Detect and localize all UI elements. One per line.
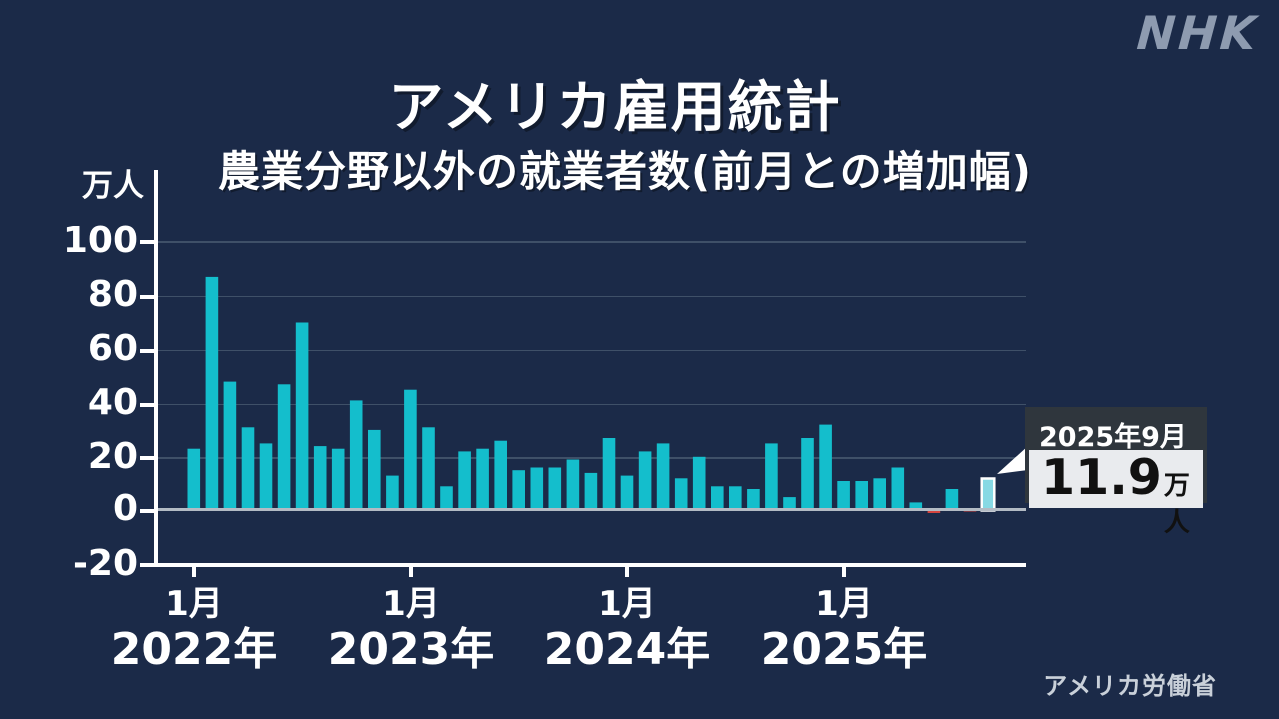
- x-label-month: 1月: [815, 584, 873, 624]
- bar-2025-02: [855, 481, 868, 511]
- bar-2023-02: [422, 427, 435, 511]
- bar-2022-11: [368, 429, 381, 511]
- bar-2023-08: [530, 467, 544, 511]
- bar-2024-01: [620, 475, 634, 511]
- bar-2023-12: [602, 438, 616, 511]
- bar-2023-10: [566, 459, 580, 511]
- bar-2025-06: [927, 509, 941, 513]
- gridline-40: [158, 403, 1026, 405]
- y-label-40: 40: [87, 382, 138, 423]
- bar-2022-05: [259, 443, 273, 511]
- bar-2024-10: [783, 497, 796, 511]
- bar-2025-05: [909, 502, 923, 511]
- bar-2022-04: [241, 427, 255, 511]
- bar-2025-04: [891, 467, 905, 511]
- gridline-20: [158, 457, 1026, 459]
- x-tick-2024: [625, 567, 629, 577]
- y-tick-100: [140, 240, 155, 244]
- gridline-80: [158, 295, 1026, 297]
- x-label-year: 2025年: [760, 624, 928, 675]
- bar-2022-02: [205, 276, 219, 511]
- bar-2024-04: [674, 478, 688, 511]
- y-label-neg20: -20: [72, 543, 138, 584]
- gridline-60: [158, 349, 1026, 351]
- y-label-20: 20: [87, 436, 138, 477]
- chart-subtitle: 農業分野以外の就業者数(前月との増加幅): [218, 147, 1032, 196]
- bar-2025-07: [945, 489, 959, 511]
- y-tick-80: [140, 294, 155, 299]
- y-tick-20: [140, 456, 155, 460]
- bar-2024-11: [801, 438, 814, 511]
- page-title: アメリカ雇用統計: [388, 75, 842, 139]
- zero-baseline: [158, 507, 1026, 511]
- x-tick-2023: [409, 567, 413, 577]
- x-label-year: 2024年: [543, 624, 711, 675]
- bar-2023-06: [494, 440, 507, 511]
- bar-2024-07: [729, 486, 742, 511]
- y-label-0: 0: [112, 488, 138, 529]
- callout-value: 11.9: [1041, 449, 1162, 506]
- x-label-year: 2023年: [327, 624, 495, 675]
- y-axis-line: [154, 170, 158, 567]
- bar-2024-08: [747, 489, 760, 511]
- bar-2025-03: [873, 478, 886, 511]
- x-label-month: 1月: [382, 584, 440, 624]
- x-tick-2025: [842, 567, 846, 577]
- x-label-month: 1月: [165, 584, 223, 624]
- y-tick-60: [140, 348, 155, 353]
- bar-2022-12: [386, 475, 399, 511]
- bar-2024-05: [692, 456, 706, 511]
- y-label-80: 80: [87, 274, 138, 315]
- y-tick-40: [140, 402, 155, 407]
- bar-2024-09: [765, 443, 778, 511]
- x-label-2024: 1月 2024年: [517, 584, 737, 676]
- bar-2022-01: [187, 448, 201, 511]
- x-label-2025: 1月 2025年: [734, 584, 954, 676]
- bar-2022-10: [349, 400, 363, 511]
- bar-2024-02: [638, 451, 652, 511]
- bar-2024-03: [656, 443, 670, 511]
- callout-unit: 万人: [1163, 471, 1190, 538]
- x-axis-line: [154, 563, 1026, 567]
- callout-value-box: 11.9 万人: [1029, 449, 1203, 538]
- bar-2025-01: [837, 481, 850, 511]
- x-label-2023: 1月 2023年: [301, 584, 521, 676]
- bar-2023-03: [440, 486, 453, 511]
- bar-2023-07: [512, 470, 525, 511]
- bar-2023-05: [476, 448, 489, 511]
- y-tick-neg20: [140, 563, 155, 567]
- y-label-100: 100: [62, 220, 138, 261]
- bar-2022-07: [295, 322, 309, 511]
- x-tick-2022: [192, 567, 196, 577]
- x-label-year: 2022年: [110, 624, 278, 675]
- x-label-2022: 1月 2022年: [84, 584, 304, 676]
- y-label-60: 60: [87, 328, 138, 369]
- bar-2023-01: [404, 389, 417, 511]
- bar-2022-09: [331, 448, 345, 511]
- bar-2023-04: [458, 451, 471, 511]
- bar-2022-08: [313, 446, 327, 511]
- gridline-100: [158, 241, 1026, 243]
- y-tick-0: [140, 508, 155, 513]
- bar-2023-09: [548, 467, 562, 511]
- bar-2024-06: [711, 486, 724, 511]
- x-label-month: 1月: [598, 584, 656, 624]
- bar-2024-12: [819, 424, 832, 511]
- callout-month-label: 2025年9月: [1039, 422, 1187, 453]
- source-attribution: アメリカ労働省: [1043, 672, 1217, 700]
- bar-2022-03: [223, 381, 237, 511]
- y-axis-unit-label: 万人: [82, 168, 144, 204]
- bar-2023-11: [584, 472, 598, 511]
- bar-2022-06: [277, 384, 291, 511]
